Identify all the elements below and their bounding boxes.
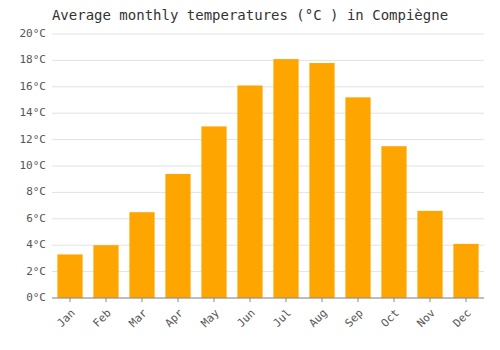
bar (57, 254, 82, 298)
y-axis: 0°C 2°C 4°C 6°C 8°C 10°C 12°C 14°C 16°C 18°C 20°C (20, 27, 47, 304)
y-tick-label: 14°C (20, 106, 47, 119)
x-tick-label: Oct (379, 307, 402, 330)
bar (309, 63, 334, 298)
x-tick (430, 298, 431, 302)
x-tick (214, 298, 215, 302)
x-tick (322, 298, 323, 302)
grid-line (52, 139, 484, 140)
bars (57, 59, 478, 298)
grid-line (52, 34, 484, 35)
y-tick-label: 6°C (26, 212, 46, 225)
y-tick-label: 20°C (20, 27, 47, 40)
x-tick (358, 298, 359, 302)
grid-line (52, 166, 484, 167)
bar (381, 146, 406, 298)
bar (129, 212, 154, 298)
grid-line (52, 60, 484, 61)
x-tick-label: Jun (235, 307, 258, 330)
grid-line (52, 298, 484, 299)
x-tick-label: Apr (163, 306, 187, 330)
bar (237, 85, 262, 298)
grid-line (52, 192, 484, 193)
x-tick-label: Jul (271, 307, 294, 330)
grid-line (52, 86, 484, 87)
x-tick-label: Sep (343, 307, 366, 330)
bar (201, 126, 226, 298)
x-axis-line (52, 298, 484, 299)
y-tick-label: 8°C (26, 185, 46, 198)
y-tick-label: 4°C (26, 238, 46, 251)
x-tick (286, 298, 287, 302)
y-tick-label: 12°C (20, 133, 47, 146)
x-tick (466, 298, 467, 302)
x-tick-label: Jan (55, 307, 78, 330)
bar (453, 244, 478, 298)
y-tick-label: 18°C (20, 53, 47, 66)
bar (345, 97, 370, 298)
x-tick-label: Dec (451, 307, 474, 330)
title: Average monthly temperatures (°C ) in Co… (52, 7, 448, 23)
x-tick (70, 298, 71, 302)
x-tick (250, 298, 251, 302)
bar (417, 211, 442, 298)
x-tick-label: Feb (91, 307, 114, 330)
page: {"chart_data": {"type": "bar", "title": … (0, 0, 500, 350)
y-tick-label: 2°C (26, 265, 46, 278)
y-tick-label: 0°C (26, 291, 46, 304)
grid-line (52, 113, 484, 114)
x-tick (178, 298, 179, 302)
x-tick-label: Aug (307, 307, 330, 330)
bar (165, 174, 190, 298)
x-tick-label: May (199, 306, 223, 330)
x-tick-label: Nov (415, 306, 439, 330)
x-tick-label: Mar (127, 306, 151, 330)
y-tick-label: 16°C (20, 80, 47, 93)
grid (52, 34, 484, 298)
bar (93, 245, 118, 298)
x-axis: Jan Feb Mar Apr May Jun Jul Aug Sep Oct Nov Dec (52, 298, 484, 330)
chart: 0°C 2°C 4°C 6°C 8°C 10°C 12°C 14°C 16°C 18°C 20°C J… (0, 0, 500, 350)
x-tick (106, 298, 107, 302)
y-tick-label: 10°C (20, 159, 47, 172)
x-tick (142, 298, 143, 302)
bar (273, 59, 298, 298)
x-tick (394, 298, 395, 302)
